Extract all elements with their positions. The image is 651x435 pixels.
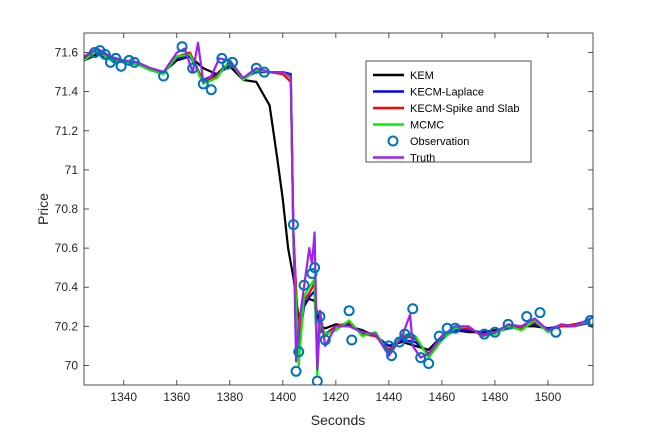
observation-point <box>521 311 533 323</box>
observation-point <box>423 357 435 369</box>
observation-point <box>293 346 305 358</box>
x-tick-label: 1440 <box>376 390 403 404</box>
observation-point <box>89 47 101 59</box>
observation-point <box>433 330 445 342</box>
observation-point <box>176 41 188 53</box>
observation-point <box>441 322 453 334</box>
observation-point <box>415 352 427 364</box>
observation-point <box>404 332 416 344</box>
observation-point <box>489 326 501 338</box>
y-tick-label: 71.4 <box>55 85 79 99</box>
series-line-truth <box>84 41 591 371</box>
y-tick-label: 71 <box>65 163 79 177</box>
observation-point <box>123 54 135 66</box>
observation-point <box>226 56 238 68</box>
observation-point <box>587 316 593 328</box>
observation-point <box>128 56 140 68</box>
observation-point <box>115 60 127 72</box>
x-axis-label: Seconds <box>311 412 365 428</box>
observation-point <box>478 328 490 340</box>
y-tick-label: 70 <box>65 358 79 372</box>
legend-entry-label: KEM <box>410 70 434 82</box>
x-tick-label: 1380 <box>216 390 243 404</box>
observation-point <box>550 326 562 338</box>
legend-entry-label: Truth <box>410 153 435 165</box>
observation-point <box>383 340 395 352</box>
observation-point <box>205 84 217 96</box>
observation-point <box>287 219 299 231</box>
observation-point <box>187 62 199 74</box>
observation-point <box>534 307 546 319</box>
observation-point <box>99 49 111 61</box>
observation-point <box>319 334 331 346</box>
y-tick-label: 70.8 <box>55 202 79 216</box>
observation-point <box>393 336 405 348</box>
observation-point <box>502 318 514 330</box>
y-tick-label: 71.2 <box>55 124 79 138</box>
observation-point <box>158 70 170 82</box>
x-tick-label: 1420 <box>322 390 349 404</box>
observation-point <box>449 322 461 334</box>
observation-point <box>309 262 321 274</box>
y-tick-label: 70.2 <box>55 319 79 333</box>
y-tick-label: 70.6 <box>55 241 79 255</box>
legend-entry-label: KECM-Laplace <box>410 87 484 99</box>
x-tick-label: 1500 <box>535 390 562 404</box>
observation-point <box>407 303 419 315</box>
legend: KEM KECM-Laplace KECM-Spike and Slab MCMC Ob… <box>365 60 532 165</box>
y-tick-label: 71.6 <box>55 46 79 60</box>
observation-point <box>298 279 310 291</box>
series-observation <box>89 41 593 385</box>
legend-entry-label: KECM-Spike and Slab <box>410 103 519 115</box>
series-layer <box>84 41 593 385</box>
observation-point <box>290 365 302 377</box>
observation-point <box>314 311 326 323</box>
observation-point <box>306 268 318 280</box>
observation-point <box>221 58 233 70</box>
observation-point <box>346 334 358 346</box>
x-tick-label: 1460 <box>429 390 456 404</box>
ticks-layer: 1340 1360 1380 1400 1420 1440 1460 1480 1500 70 70… <box>55 33 593 404</box>
legend-entry-label: Observation <box>410 136 469 148</box>
x-tick-label: 1480 <box>482 390 509 404</box>
legend-swatch <box>387 135 399 147</box>
y-tick-label: 70.4 <box>55 280 79 294</box>
observation-point <box>258 66 270 78</box>
observation-point <box>343 305 355 317</box>
legend-entry-label: MCMC <box>410 120 444 132</box>
y-axis-label: Price <box>35 193 51 225</box>
observation-point <box>386 350 398 362</box>
x-tick-label: 1400 <box>269 390 296 404</box>
observation-point <box>584 314 593 326</box>
observation-point <box>311 375 323 385</box>
observation-point <box>197 78 209 90</box>
x-tick-label: 1340 <box>110 390 137 404</box>
observation-point <box>110 52 122 64</box>
x-tick-label: 1360 <box>163 390 190 404</box>
